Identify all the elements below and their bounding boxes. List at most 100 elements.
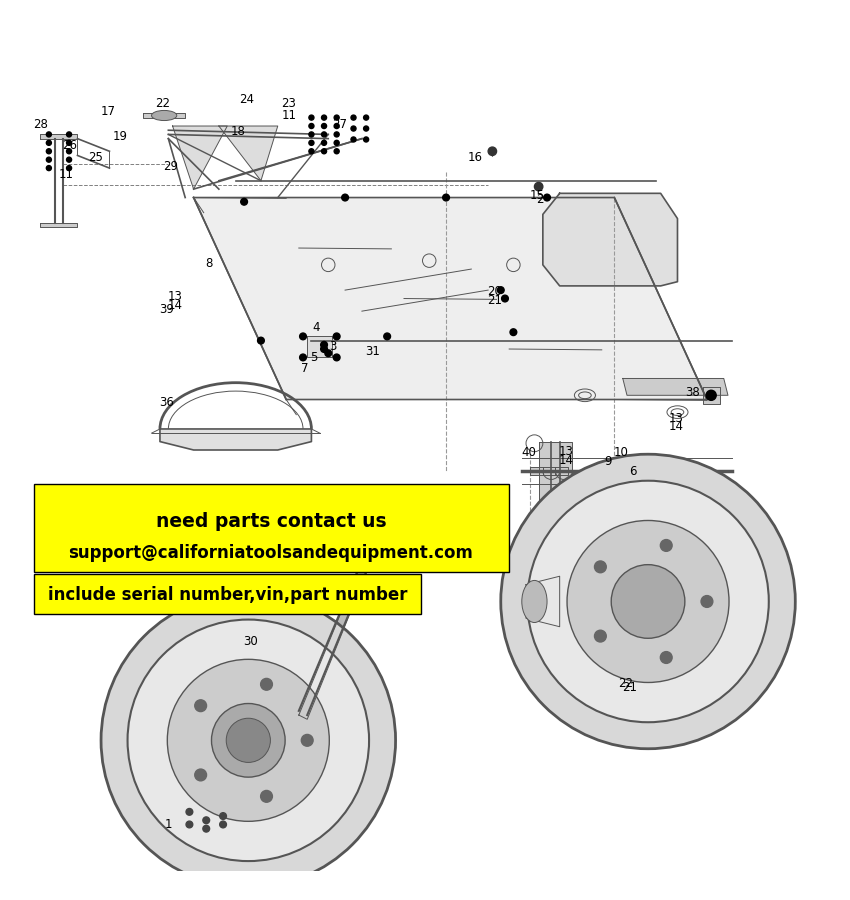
Circle shape [47, 132, 51, 137]
Text: 19: 19 [113, 130, 128, 143]
Circle shape [321, 132, 326, 137]
Circle shape [535, 183, 543, 191]
Circle shape [66, 166, 71, 171]
Circle shape [241, 198, 247, 205]
Text: include serial number,vin,part number: include serial number,vin,part number [48, 586, 407, 604]
Circle shape [321, 115, 326, 120]
Polygon shape [41, 223, 77, 227]
Circle shape [66, 140, 71, 146]
Text: 10: 10 [614, 446, 628, 459]
Circle shape [309, 115, 314, 120]
Text: 26: 26 [62, 139, 77, 152]
Polygon shape [160, 429, 311, 450]
Circle shape [219, 821, 226, 828]
Text: 28: 28 [33, 118, 48, 130]
Text: 14: 14 [559, 454, 574, 466]
Circle shape [186, 821, 193, 828]
Circle shape [203, 817, 210, 824]
Circle shape [443, 194, 450, 201]
Circle shape [320, 346, 327, 353]
Text: 2: 2 [536, 193, 544, 206]
Text: 13: 13 [668, 411, 683, 425]
Circle shape [497, 287, 504, 293]
Polygon shape [543, 194, 677, 286]
Circle shape [501, 454, 796, 749]
Circle shape [334, 115, 339, 120]
Circle shape [660, 652, 672, 663]
Polygon shape [623, 379, 728, 395]
Text: 5: 5 [310, 351, 318, 364]
Circle shape [351, 126, 356, 131]
Circle shape [333, 333, 340, 340]
Circle shape [321, 148, 326, 154]
Circle shape [195, 770, 207, 781]
Polygon shape [543, 467, 555, 475]
Circle shape [342, 194, 348, 201]
Text: 30: 30 [243, 635, 258, 648]
Circle shape [594, 630, 606, 642]
FancyBboxPatch shape [34, 573, 421, 614]
Circle shape [364, 137, 369, 142]
Text: 24: 24 [239, 93, 254, 105]
Circle shape [351, 115, 356, 120]
Polygon shape [194, 197, 707, 400]
Text: 13: 13 [167, 291, 183, 303]
Text: 18: 18 [230, 125, 246, 139]
Circle shape [47, 148, 51, 154]
Polygon shape [218, 126, 278, 181]
Text: 27: 27 [332, 118, 347, 130]
Text: 7: 7 [301, 362, 309, 375]
Circle shape [66, 148, 71, 154]
Circle shape [203, 825, 210, 833]
Polygon shape [299, 500, 395, 719]
Polygon shape [173, 126, 227, 189]
Text: 9: 9 [604, 455, 612, 468]
Text: 25: 25 [88, 151, 103, 165]
Circle shape [701, 596, 713, 608]
Circle shape [128, 619, 369, 861]
Text: support@californiatoolsandequipment.com: support@californiatoolsandequipment.com [69, 544, 473, 562]
Circle shape [334, 123, 339, 129]
Polygon shape [555, 467, 568, 475]
Text: 6: 6 [629, 465, 637, 479]
Text: 20: 20 [487, 285, 502, 298]
Circle shape [186, 808, 193, 815]
Circle shape [309, 148, 314, 154]
Circle shape [261, 790, 272, 802]
Circle shape [300, 354, 306, 361]
Text: 39: 39 [159, 303, 174, 316]
Circle shape [66, 158, 71, 162]
Ellipse shape [151, 111, 177, 121]
Circle shape [101, 593, 395, 887]
Text: 1: 1 [165, 818, 172, 831]
FancyBboxPatch shape [34, 483, 509, 572]
Circle shape [334, 132, 339, 137]
Circle shape [302, 734, 313, 746]
Circle shape [544, 194, 551, 201]
Circle shape [167, 660, 329, 822]
Text: 21: 21 [622, 680, 637, 694]
Polygon shape [41, 134, 77, 139]
Circle shape [47, 140, 51, 146]
Polygon shape [703, 387, 720, 404]
Circle shape [195, 700, 207, 712]
Text: 21: 21 [487, 293, 502, 307]
Polygon shape [539, 442, 572, 500]
Text: 4: 4 [312, 321, 320, 335]
Circle shape [488, 147, 496, 156]
Text: 36: 36 [159, 395, 174, 409]
Text: 3: 3 [329, 340, 336, 353]
Polygon shape [307, 337, 332, 357]
Circle shape [364, 126, 369, 131]
Circle shape [594, 561, 606, 572]
Text: 22: 22 [618, 677, 632, 689]
Circle shape [309, 140, 314, 146]
Circle shape [47, 158, 51, 162]
Circle shape [325, 350, 332, 356]
Text: 15: 15 [530, 188, 544, 202]
Circle shape [351, 137, 356, 142]
Circle shape [333, 354, 340, 361]
Text: 22: 22 [155, 97, 170, 110]
Circle shape [66, 132, 71, 137]
Circle shape [47, 166, 51, 171]
